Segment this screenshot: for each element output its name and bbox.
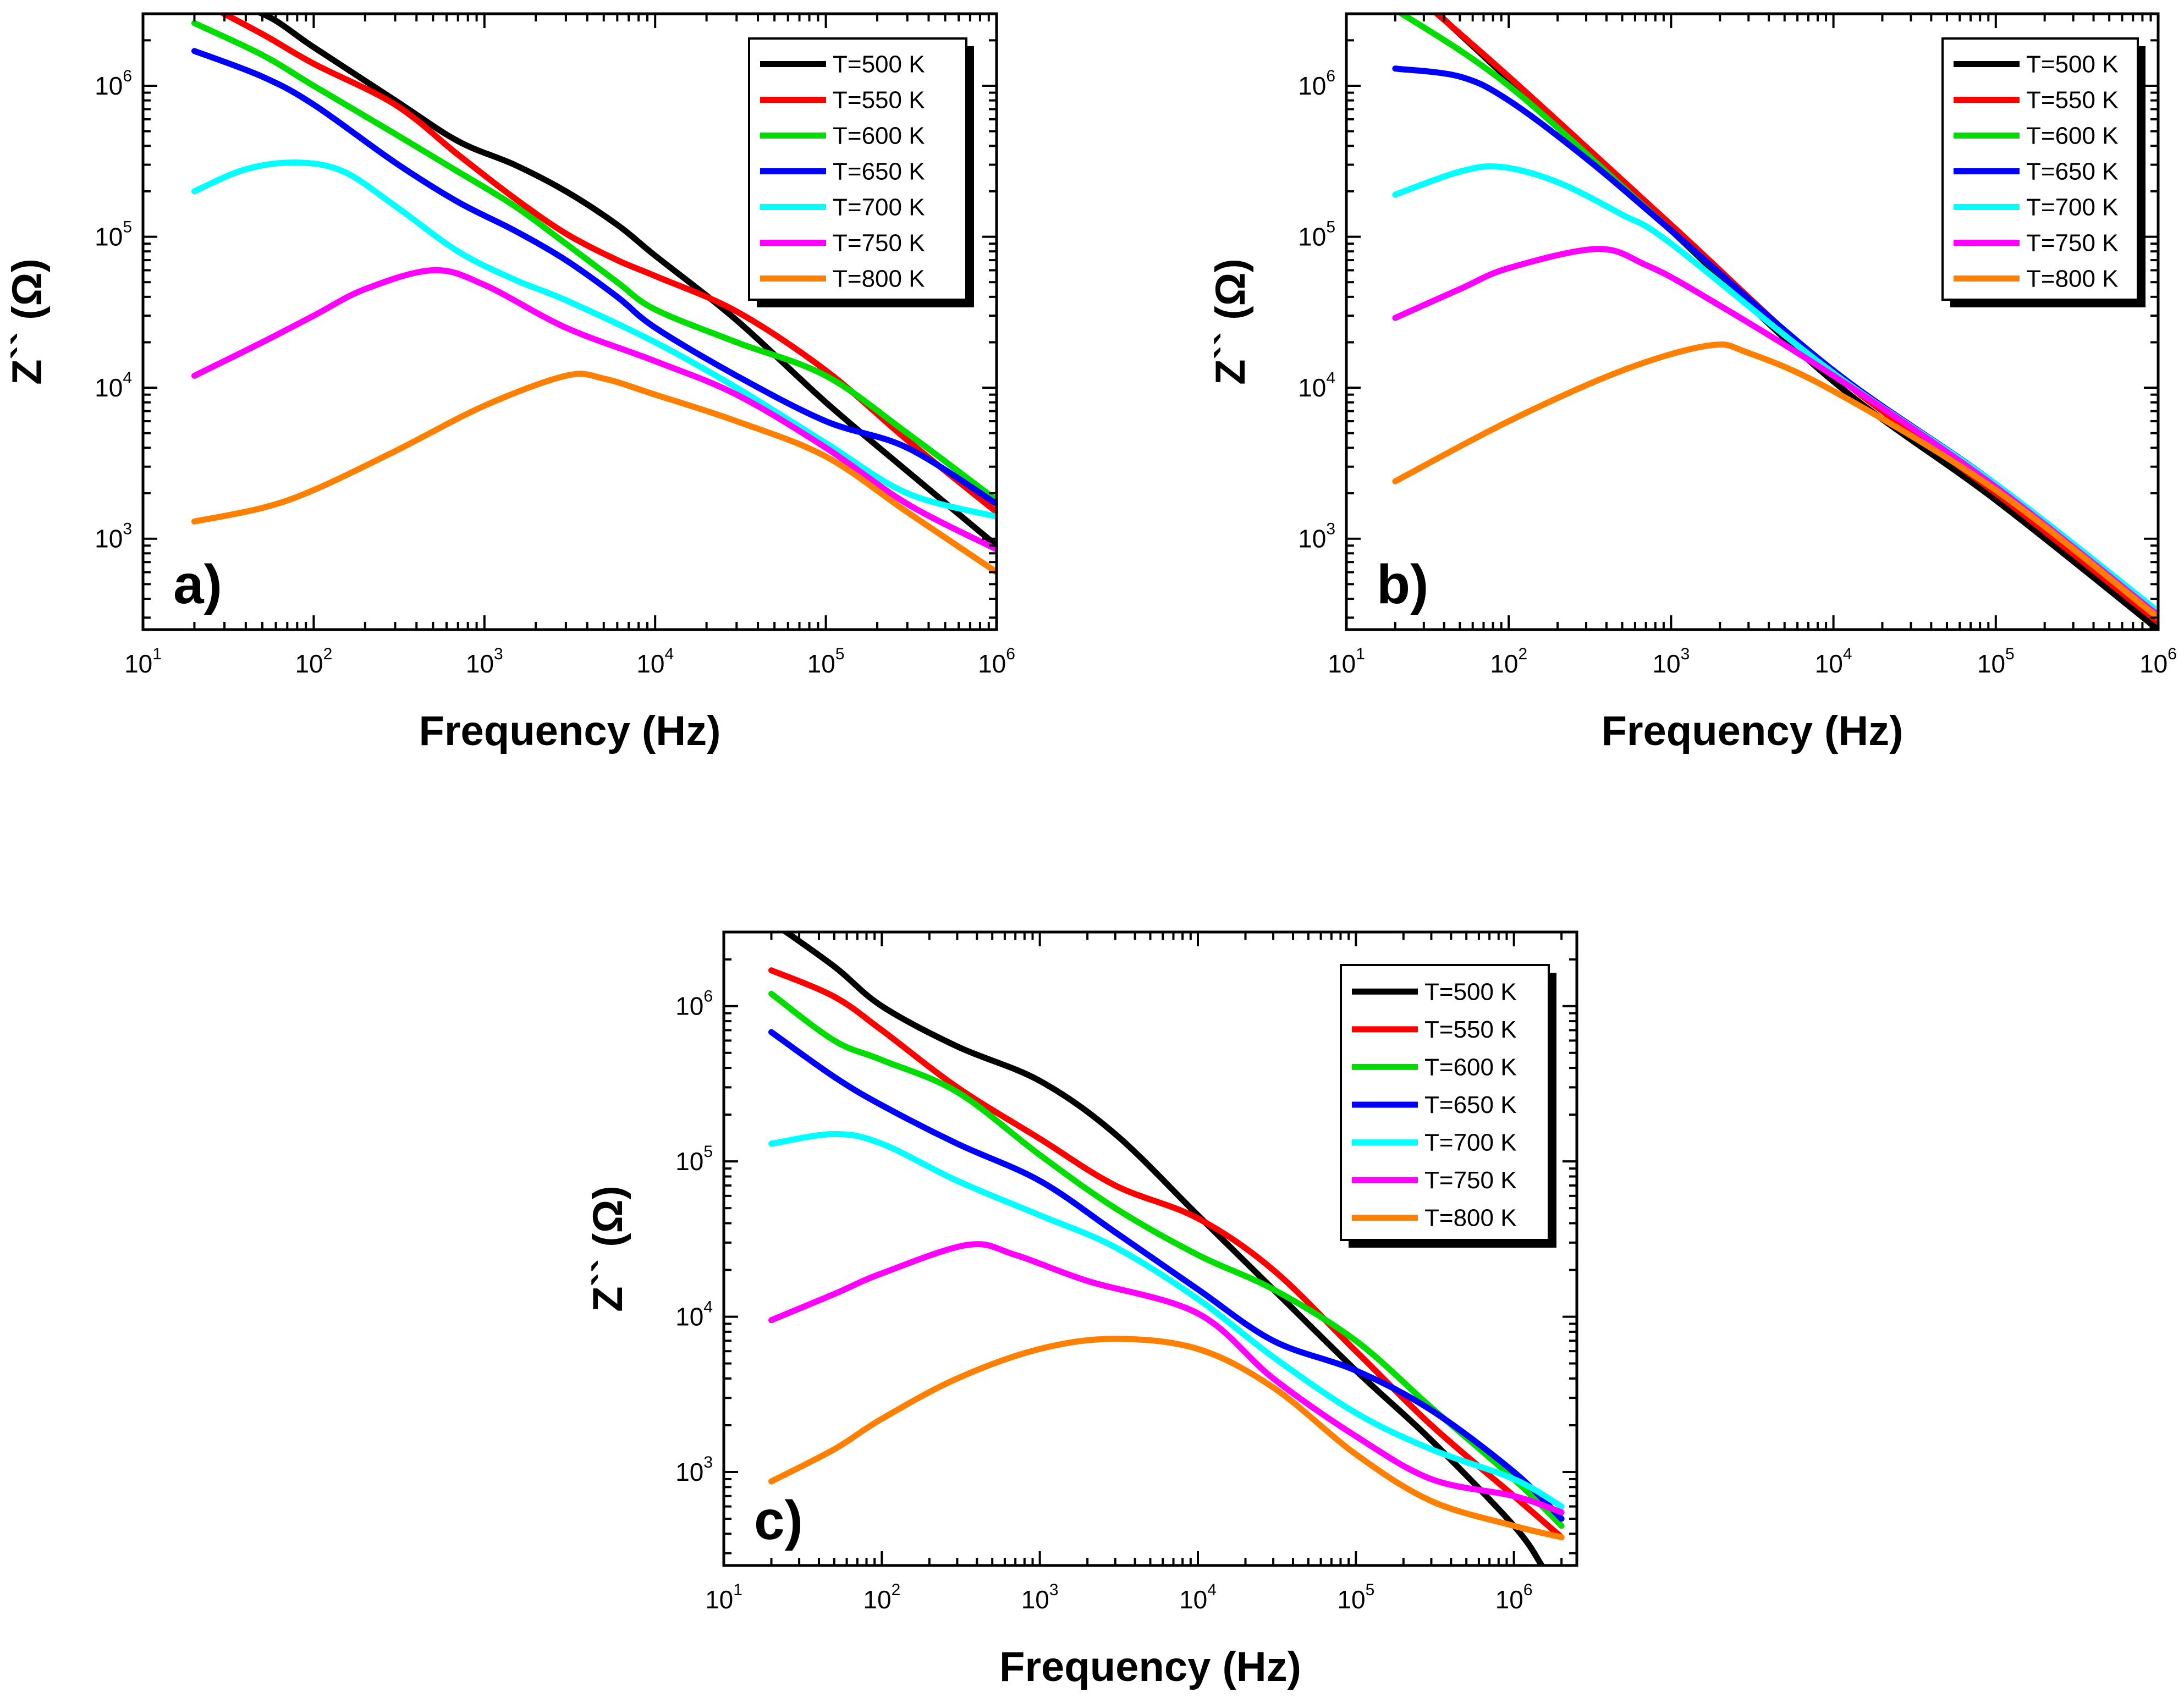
panel-label: c): [754, 1490, 803, 1551]
legend: T=500 K T=550 K T=600 K T=650 K T=700 K T=750…: [1340, 964, 1556, 1248]
legend-label: T=650 K: [2026, 158, 2119, 185]
panel-2: 101 102 103 104 105 106 103 104 105 106 Frequency …: [1207, 12, 2177, 754]
series-line-500K: [780, 932, 1545, 1565]
legend-label: T=500 K: [1424, 978, 1517, 1005]
legend-label: T=550 K: [2026, 87, 2119, 114]
y-tick-label: 106: [1298, 67, 1335, 100]
series-line-700K: [768, 1131, 1565, 1510]
x-tick-label: 103: [466, 645, 503, 678]
x-tick-label: 102: [295, 645, 332, 678]
legend-label: T=800 K: [833, 266, 925, 293]
legend-label: T=600 K: [1424, 1054, 1517, 1080]
series-group: [191, 14, 997, 576]
series-line-800K: [1392, 341, 2158, 621]
legend-label: T=600 K: [833, 123, 925, 150]
y-tick-label: 105: [1298, 218, 1335, 251]
plot-frame: [1345, 12, 2160, 631]
legend-label: T=750 K: [1424, 1167, 1517, 1194]
x-tick-label: 105: [1337, 1581, 1374, 1614]
y-tick-label: 104: [675, 1298, 713, 1331]
panel-label: b): [1377, 554, 1428, 615]
x-axis-title: Frequency (Hz): [1602, 708, 1904, 754]
series-group: [1392, 14, 2158, 630]
series-line-500K: [254, 14, 997, 549]
panel-label: a): [173, 554, 222, 615]
series-line-600K: [191, 20, 997, 504]
legend: T=500 K T=550 K T=600 K T=650 K T=700 K T=750…: [1941, 37, 2146, 307]
x-tick-label: 106: [978, 645, 1015, 678]
legend-label: T=700 K: [2026, 194, 2119, 221]
series-line-800K: [768, 1336, 1565, 1541]
x-axis-title: Frequency (Hz): [999, 1644, 1301, 1690]
legend-label: T=550 K: [833, 87, 925, 114]
y-axis: 103 104 105 106: [675, 931, 1577, 1554]
legend-label: T=550 K: [1424, 1016, 1517, 1043]
legend-label: T=750 K: [2026, 230, 2119, 257]
legend-label: T=650 K: [833, 158, 925, 185]
x-tick-label: 106: [1495, 1581, 1533, 1614]
y-tick-label: 104: [95, 369, 132, 402]
y-tick-label: 104: [1298, 369, 1335, 402]
x-tick-label: 101: [1328, 645, 1365, 678]
x-axis: 101 102 103 104 105 106: [124, 14, 1015, 678]
x-tick-label: 104: [1179, 1581, 1217, 1614]
y-axis-title: Z`` (Ω): [1207, 258, 1254, 385]
y-axis-title: Z`` (Ω): [585, 1186, 631, 1312]
x-tick-label: 102: [1490, 645, 1527, 678]
legend-label: T=500 K: [833, 51, 925, 78]
legend-label: T=750 K: [833, 230, 925, 257]
x-tick-label: 101: [124, 645, 162, 678]
x-tick-label: 105: [807, 645, 845, 678]
y-tick-label: 105: [675, 1143, 713, 1176]
y-axis: 103 104 105 106: [95, 13, 997, 619]
series-line-750K: [191, 267, 997, 553]
legend-label: T=800 K: [2026, 266, 2119, 293]
plot-frame: [141, 12, 998, 631]
x-tick-label: 105: [1977, 645, 2015, 678]
y-tick-label: 103: [1298, 520, 1335, 553]
x-axis-title: Frequency (Hz): [419, 708, 721, 754]
legend: T=500 K T=550 K T=600 K T=650 K T=700 K T=750…: [748, 37, 974, 307]
series-line-650K: [191, 48, 997, 507]
legend-label: T=700 K: [1424, 1129, 1517, 1156]
series-line-650K: [768, 1029, 1565, 1522]
series-line-550K: [768, 967, 1565, 1541]
y-tick-label: 106: [675, 988, 713, 1021]
panel-1: 101 102 103 104 105 106 103 104 105 106 Frequency …: [4, 12, 1015, 754]
y-tick-label: 105: [95, 218, 132, 251]
y-axis-title: Z`` (Ω): [4, 258, 51, 385]
series-line-700K: [191, 159, 997, 520]
series-group: [768, 932, 1565, 1565]
legend-label: T=800 K: [1424, 1205, 1517, 1232]
x-tick-label: 106: [2139, 645, 2177, 678]
x-tick-label: 104: [1815, 645, 1852, 678]
x-tick-label: 103: [1652, 645, 1690, 678]
y-axis: 103 104 105 106: [1298, 13, 2158, 619]
x-tick-label: 102: [863, 1581, 900, 1614]
series-line-750K: [768, 1241, 1565, 1515]
legend-label: T=650 K: [1424, 1091, 1517, 1118]
x-tick-label: 104: [636, 645, 674, 678]
legend-label: T=600 K: [2026, 123, 2119, 150]
series-line-800K: [191, 371, 997, 576]
x-axis: 101 102 103 104 105 106: [1328, 14, 2177, 678]
x-tick-label: 101: [705, 1581, 742, 1614]
panel-3: 101 102 103 104 105 106 103 104 105 106 Frequency …: [585, 930, 1578, 1690]
y-tick-label: 103: [675, 1453, 713, 1486]
x-tick-label: 103: [1021, 1581, 1059, 1614]
y-tick-label: 103: [95, 520, 132, 553]
legend-label: T=700 K: [833, 194, 925, 221]
legend-label: T=500 K: [2026, 51, 2119, 78]
x-axis: 101 102 103 104 105 106: [705, 932, 1563, 1614]
y-tick-label: 106: [95, 67, 132, 100]
